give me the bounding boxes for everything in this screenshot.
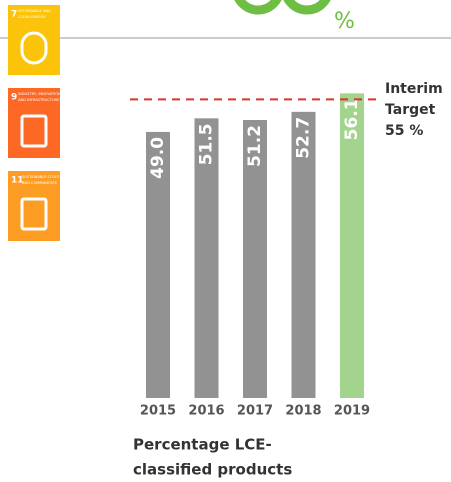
- x-tick-label: 2016: [188, 404, 224, 419]
- bar: [291, 111, 316, 399]
- bar: [146, 131, 170, 398]
- sdg-number: 9: [11, 93, 17, 103]
- value-label: 49.0: [148, 137, 168, 179]
- value-label: 56.1: [342, 98, 362, 140]
- sdg-title: AFFORDABLE AND: [18, 9, 51, 13]
- headline-unit: %: [334, 9, 355, 34]
- bar: [194, 118, 219, 398]
- value-label: 52.7: [294, 117, 314, 159]
- target-label: 55 %: [385, 123, 423, 139]
- x-tick-label: 2018: [285, 404, 321, 419]
- sdg-title: SUSTAINABLE CITIES: [22, 175, 60, 179]
- x-tick-label: 2019: [334, 404, 370, 419]
- x-tick-label: 2017: [237, 404, 273, 419]
- bar: [243, 119, 267, 398]
- headline-digits: [234, 0, 331, 15]
- sdg-pictogram: [20, 31, 48, 65]
- sdg-title: INDUSTRY, INNOVATION: [18, 92, 61, 96]
- footer: classified products: [133, 461, 292, 479]
- target-label: Target: [385, 102, 436, 118]
- footer: Percentage LCE-: [133, 436, 272, 454]
- sdg-title: AND INFRASTRUCTURE: [18, 98, 60, 102]
- x-tick-label: 2015: [140, 404, 176, 419]
- bar: [340, 93, 364, 398]
- sdg-pictogram: [20, 197, 48, 231]
- sdg-number: 11: [11, 176, 24, 186]
- sdg-title: AND COMMUNITIES: [22, 181, 57, 185]
- sdg-title: CLEAN ENERGY: [18, 15, 46, 19]
- sdg-pictogram: [20, 114, 48, 148]
- sdg-number: 7: [11, 10, 17, 20]
- value-label: 51.5: [197, 123, 217, 165]
- value-label: 51.2: [245, 125, 265, 167]
- target-label: Interim: [385, 81, 443, 97]
